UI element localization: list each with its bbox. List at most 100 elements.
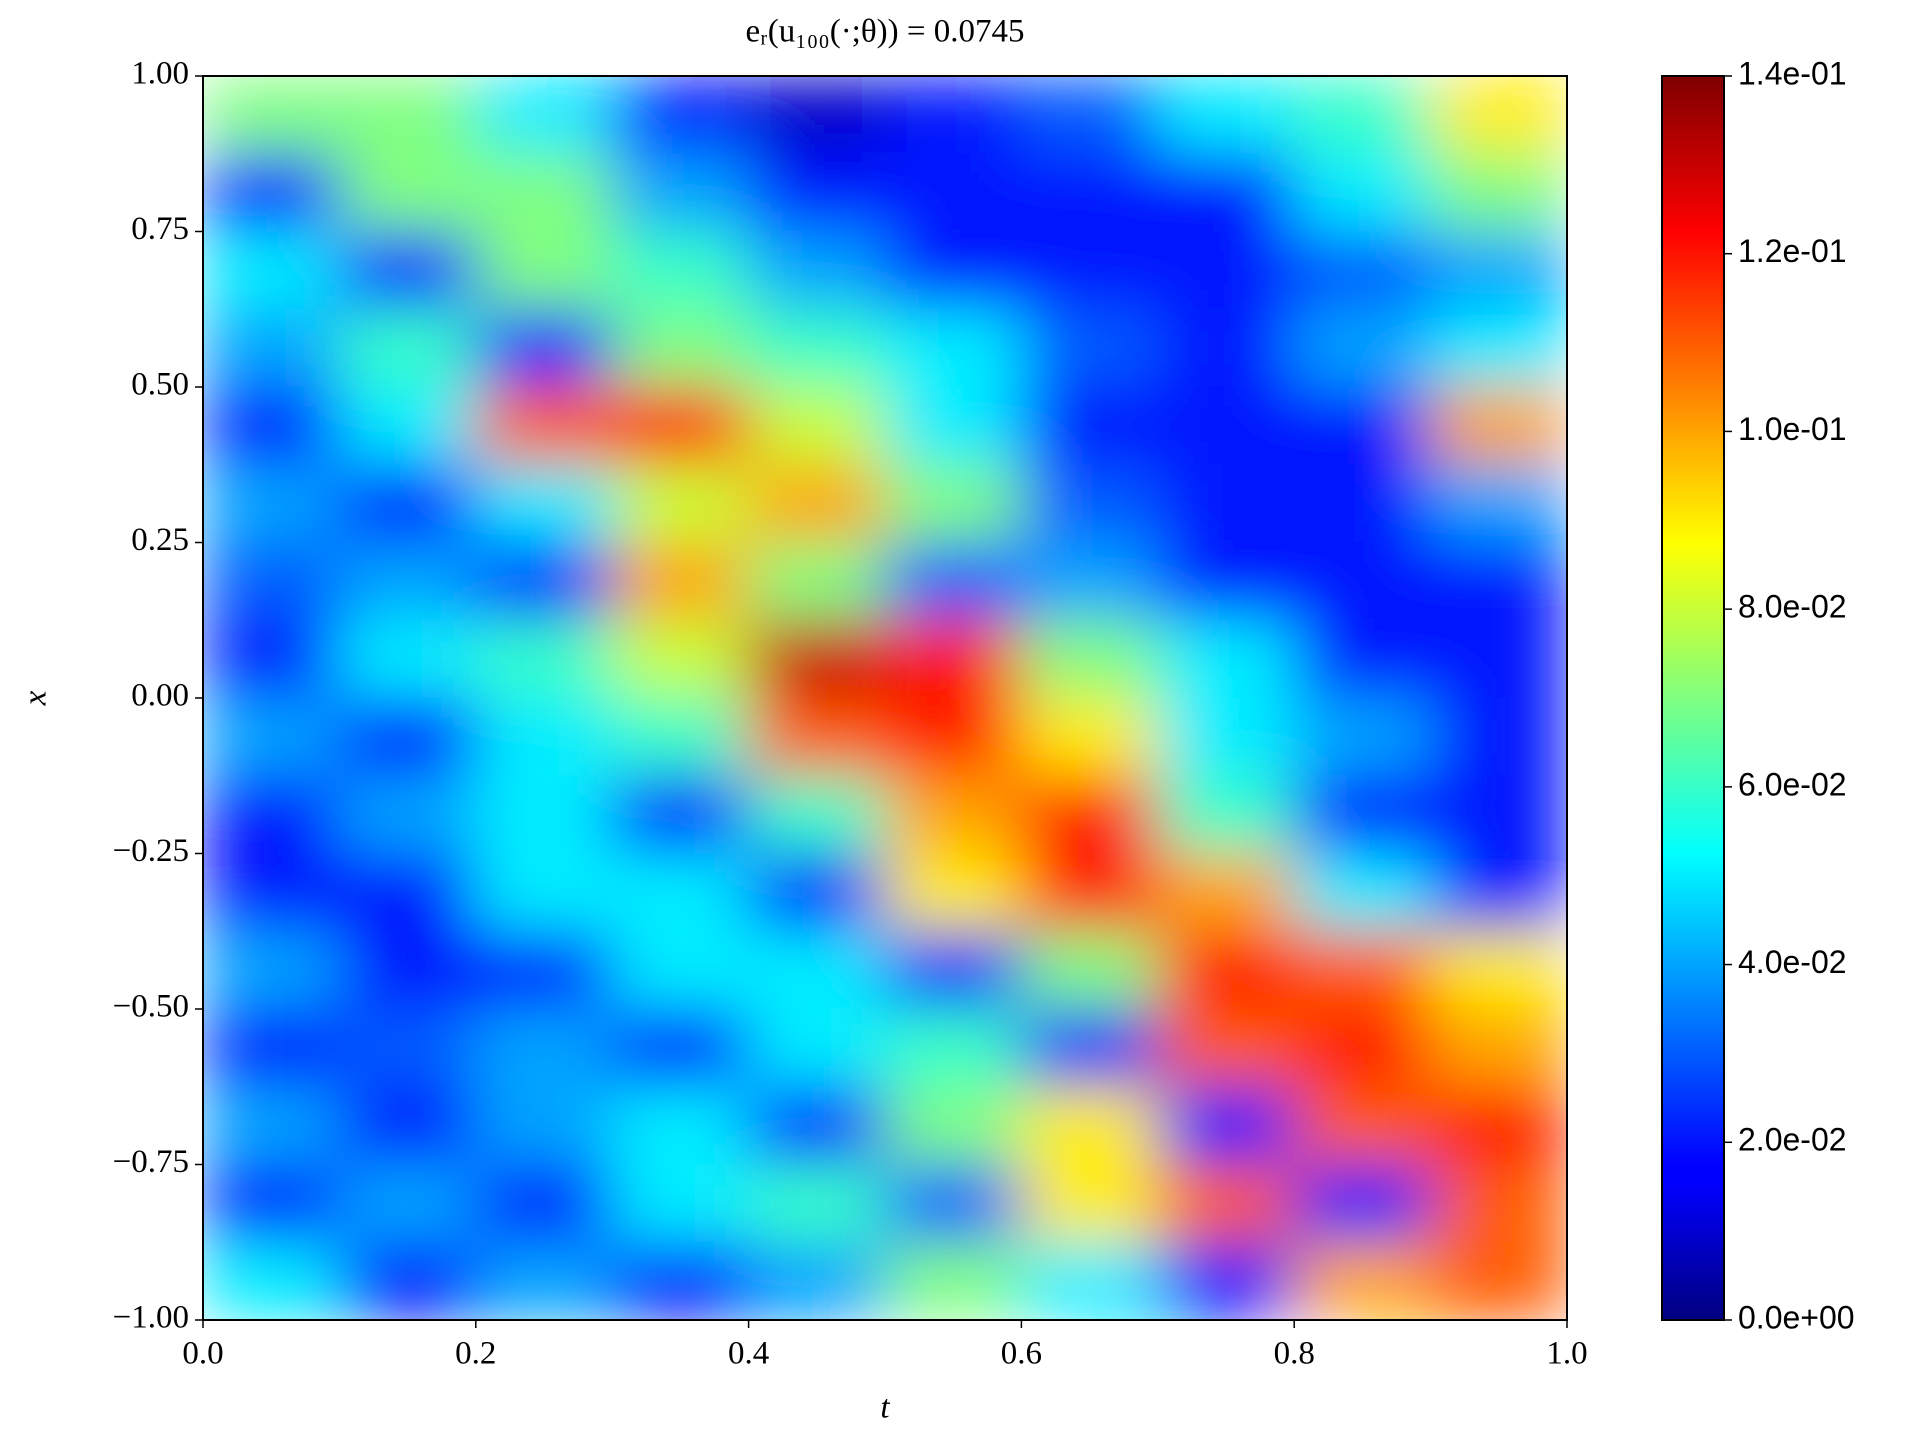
heatmap-cell bbox=[1157, 1241, 1295, 1320]
heatmap-cell bbox=[748, 1086, 886, 1165]
heatmap-cell bbox=[203, 308, 340, 388]
heatmap-cell bbox=[884, 76, 1022, 155]
heatmap-cell bbox=[1020, 930, 1159, 1010]
heatmap-cell bbox=[1293, 775, 1432, 854]
heatmap-cell bbox=[1430, 1008, 1567, 1088]
plot-area bbox=[203, 76, 1567, 1320]
heatmap-cell bbox=[475, 542, 613, 621]
heatmap-cell bbox=[338, 308, 477, 388]
heatmap-cell bbox=[1293, 231, 1432, 310]
heatmap-cell bbox=[1293, 853, 1432, 932]
heatmap-cell bbox=[338, 464, 477, 543]
heatmap-cell bbox=[1020, 775, 1159, 854]
heatmap-cell bbox=[884, 231, 1022, 310]
heatmap-cell bbox=[1430, 775, 1567, 854]
x-tick-label: 0.2 bbox=[455, 1336, 496, 1372]
heatmap-cell bbox=[1020, 853, 1159, 932]
heatmap-cell bbox=[1293, 308, 1432, 388]
heatmap-cell bbox=[611, 231, 750, 310]
heatmap-cell bbox=[1293, 930, 1432, 1010]
heatmap-cell bbox=[1430, 464, 1567, 543]
heatmap-cell bbox=[611, 853, 750, 932]
heatmap-cell bbox=[1157, 1164, 1295, 1243]
heatmap-cell bbox=[1430, 153, 1567, 232]
heatmap-cell bbox=[475, 853, 613, 932]
heatmap-cell bbox=[611, 619, 750, 699]
heatmap-cell bbox=[1430, 853, 1567, 932]
heatmap-cell bbox=[1293, 464, 1432, 543]
colorbar-tick-label: 1.0e-01 bbox=[1738, 411, 1847, 447]
y-tick-label: −0.75 bbox=[113, 1144, 189, 1180]
chart-title: eᵣ(u₁₀₀(·;θ)) = 0.0745 bbox=[745, 14, 1024, 50]
heatmap-cell bbox=[611, 1241, 750, 1320]
heatmap-cell bbox=[1020, 1241, 1159, 1320]
heatmap-cell bbox=[338, 853, 477, 932]
heatmap-cell bbox=[748, 542, 886, 621]
heatmap-cell bbox=[1157, 697, 1295, 777]
heatmap-cell bbox=[203, 1086, 340, 1165]
heatmap-cell bbox=[884, 542, 1022, 621]
heatmap-cell bbox=[203, 1164, 340, 1243]
heatmap-cell bbox=[1293, 697, 1432, 777]
heatmap-cell bbox=[1157, 542, 1295, 621]
heatmap-cell bbox=[748, 775, 886, 854]
heatmap-cell bbox=[475, 1008, 613, 1088]
heatmap-cell bbox=[1430, 1241, 1567, 1320]
heatmap-cell bbox=[748, 76, 886, 155]
heatmap-cell bbox=[338, 1086, 477, 1165]
heatmap-cell bbox=[475, 1164, 613, 1243]
heatmap-cell bbox=[1157, 153, 1295, 232]
heatmap-cell bbox=[203, 153, 340, 232]
heatmap-cell bbox=[1430, 308, 1567, 388]
heatmap-cell bbox=[748, 619, 886, 699]
heatmap-cell bbox=[338, 697, 477, 777]
heatmap-cell bbox=[1020, 697, 1159, 777]
heatmap-cell bbox=[475, 464, 613, 543]
heatmap-cell bbox=[1157, 853, 1295, 932]
heatmap-cell bbox=[611, 930, 750, 1010]
heatmap-cell bbox=[1020, 1164, 1159, 1243]
heatmap-cell bbox=[1430, 76, 1567, 155]
heatmap-cell bbox=[748, 464, 886, 543]
heatmap-cell bbox=[1157, 308, 1295, 388]
heatmap-cell bbox=[1430, 542, 1567, 621]
colorbar-tick-label: 6.0e-02 bbox=[1738, 766, 1847, 802]
heatmap-cell bbox=[203, 1241, 340, 1320]
x-tick-label: 0.8 bbox=[1274, 1336, 1315, 1372]
heatmap-cell bbox=[1157, 619, 1295, 699]
heatmap-cell bbox=[1020, 153, 1159, 232]
heatmap-cell bbox=[884, 308, 1022, 388]
heatmap-cell bbox=[748, 231, 886, 310]
heatmap-cell bbox=[1430, 1164, 1567, 1243]
heatmap-cell bbox=[475, 231, 613, 310]
colorbar-tick-label: 2.0e-02 bbox=[1738, 1122, 1847, 1158]
heatmap-cell bbox=[1157, 1086, 1295, 1165]
heatmap-cell bbox=[1430, 1086, 1567, 1165]
heatmap-cell bbox=[1020, 308, 1159, 388]
heatmap-cell bbox=[203, 1008, 340, 1088]
colorbar-tick-label: 1.2e-01 bbox=[1738, 233, 1847, 269]
heatmap-cell bbox=[884, 386, 1022, 466]
heatmap-cell bbox=[748, 697, 886, 777]
heatmap-cell bbox=[884, 1164, 1022, 1243]
y-tick-label: 0.25 bbox=[131, 522, 189, 558]
heatmap-cell bbox=[611, 1008, 750, 1088]
heatmap-cell bbox=[1293, 542, 1432, 621]
heatmap-cell bbox=[475, 619, 613, 699]
heatmap-cell bbox=[475, 153, 613, 232]
heatmap-cell bbox=[611, 386, 750, 466]
colorbar-tick-label: 4.0e-02 bbox=[1738, 944, 1847, 980]
y-axis-label: x bbox=[18, 690, 54, 706]
colorbar-tick-label: 1.4e-01 bbox=[1738, 55, 1847, 91]
heatmap-cell bbox=[1157, 1008, 1295, 1088]
heatmap-cell bbox=[475, 1086, 613, 1165]
heatmap-cell bbox=[203, 619, 340, 699]
heatmap-cell bbox=[884, 1241, 1022, 1320]
heatmap-cell bbox=[1020, 231, 1159, 310]
y-tick-label: −1.00 bbox=[113, 1300, 189, 1336]
heatmap-cell bbox=[748, 1008, 886, 1088]
heatmap-cell bbox=[203, 853, 340, 932]
heatmap-cell bbox=[748, 853, 886, 932]
heatmap-cell bbox=[338, 386, 477, 466]
heatmap-cell bbox=[203, 76, 340, 155]
